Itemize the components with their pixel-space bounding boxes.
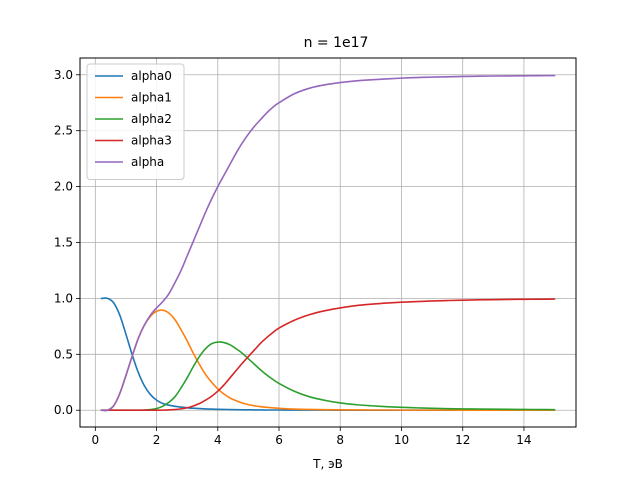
x-tick-label: 6: [275, 433, 283, 447]
series-line-alpha: [100, 74, 556, 412]
y-tick-label: 0.5: [54, 347, 73, 361]
y-tick-label: 3.0: [54, 68, 73, 82]
legend-label-alpha3: alpha3: [131, 134, 172, 148]
y-tick-label: 0.0: [54, 403, 73, 417]
x-tick-label: 4: [214, 433, 222, 447]
x-tick-label: 0: [91, 433, 99, 447]
axis-ticks: 0 2 4 6 8 10 12 14 0.0 0.5 1.0 1.5 2.0 2.5 3.0: [54, 68, 532, 447]
series-line-alpha3: [100, 298, 556, 412]
y-tick-label: 1.5: [54, 236, 73, 250]
legend-label-alpha: alpha: [131, 155, 164, 169]
y-tick-label: 2.5: [54, 124, 73, 138]
legend-label-alpha2: alpha2: [131, 112, 172, 126]
y-tick-label: 1.0: [54, 291, 73, 305]
legend: alpha0 alpha1 alpha2 alpha3 alpha: [86, 63, 185, 180]
legend-label-alpha0: alpha0: [131, 69, 172, 83]
y-tick-label: 2.0: [54, 180, 73, 194]
x-axis-label: T, эВ: [312, 457, 343, 471]
x-tick-label: 10: [394, 433, 409, 447]
series-lines: [100, 74, 556, 412]
x-tick-label: 12: [455, 433, 470, 447]
legend-label-alpha1: alpha1: [131, 91, 172, 105]
x-tick-label: 2: [153, 433, 161, 447]
chart-title: n = 1e17: [304, 35, 369, 51]
x-tick-label: 8: [336, 433, 344, 447]
legend-box: [86, 63, 185, 180]
x-tick-label: 14: [516, 433, 531, 447]
